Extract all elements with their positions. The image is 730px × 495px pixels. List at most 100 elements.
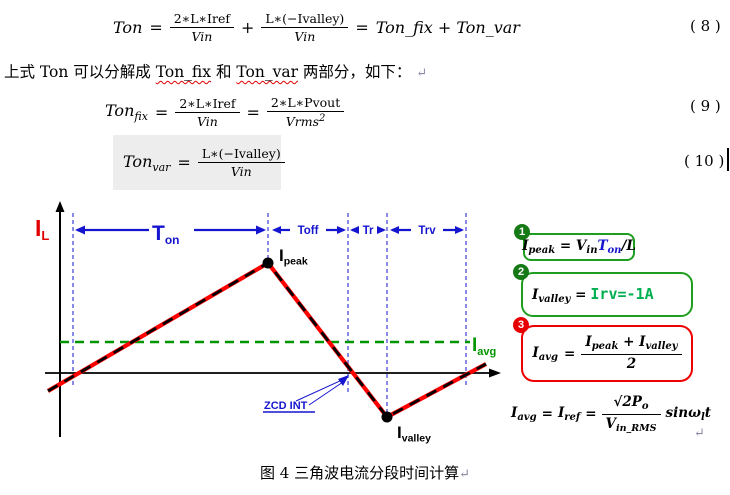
f4-equals-2: = (585, 406, 597, 423)
f2-equals: = (575, 286, 587, 303)
eq10-lhs-sub: var (152, 160, 171, 174)
iavg-formula: Iavg = Ipeak + Ivalley 2 (532, 334, 682, 372)
il-axis-label: IL (35, 215, 49, 243)
zcd-pointer-arrow-icon (338, 375, 349, 386)
eq9-frac2-num: 2∗L∗Pvout (266, 95, 345, 112)
il-sub: L (41, 228, 49, 243)
f1-vin-base: V (575, 238, 587, 254)
waveform-diagram: IL Ton Toff Tr Trv Ipeak Ivalley Iavg ZC… (35, 201, 501, 445)
waveform-dashed-overlay (47, 261, 487, 419)
f4-num-sub: o (641, 401, 649, 412)
f4-tail-base: sinω (665, 405, 701, 422)
f1-vin-sub: in (586, 245, 598, 256)
equation-9: Tonfix = 2∗L∗Iref Vin = 2∗L∗Pvout Vrms2 (105, 95, 345, 129)
eq8-equals-2: = (355, 18, 369, 37)
ipeak-label: Ipeak (279, 246, 308, 268)
ivalley-sub: valley (402, 433, 431, 445)
equation-9-number: ( 9 ) (690, 97, 721, 115)
paragraph-text-after: 两部分，如下： (297, 63, 412, 81)
ivalley-base: I (397, 423, 402, 442)
f2-lhs-sub: valley (538, 293, 571, 305)
figure-paragraph-mark-icon: ↵ (694, 426, 705, 441)
y-axis-arrow-icon (55, 201, 65, 212)
f4-lhs: Iavg (511, 405, 537, 423)
f3-numerator: Ipeak + Ivalley (581, 334, 682, 356)
f3-lhs-base: I (532, 344, 539, 361)
figure-caption-text: 图 4 三角波电流分段时间计算 (260, 464, 460, 482)
f3-plus: + (623, 334, 635, 351)
zcd-int-label: ZCD INT (264, 400, 308, 412)
term-ton-fix: Ton_fix (155, 63, 212, 81)
ivalley-label: Ivalley (397, 423, 431, 445)
equation-10: Tonvar = L∗(−Ivalley) Vin (123, 146, 285, 179)
eq8-frac2-num: L∗(−Ivalley) (261, 11, 349, 28)
eq10-lhs: Tonvar (123, 152, 170, 174)
f3-n1-base: I (585, 334, 592, 351)
eq8-fraction-1: 2∗L∗Iref Vin (169, 11, 234, 44)
f4-iref-base: I (557, 405, 565, 422)
eq10-fraction: L∗(−Ivalley) Vin (197, 146, 285, 179)
iavg-sub: avg (477, 346, 496, 358)
eq8-fraction-2: L∗(−Ivalley) Vin (261, 11, 349, 44)
f1-equals: = (559, 238, 572, 254)
f4-denominator: Vin_RMS (602, 415, 661, 434)
iavg-formula-box: Iavg = Ipeak + Ivalley 2 (521, 325, 693, 382)
ivalley-formula-box: Ivalley = Irv=-1A (521, 272, 693, 317)
f2-irv-value: Irv=-1A (590, 284, 654, 303)
ipeak-base: I (279, 246, 284, 265)
eq9-fraction-1: 2∗L∗Iref Vin (175, 96, 240, 129)
f3-n2-base: I (639, 334, 646, 351)
eq10-frac-den: Vin (230, 164, 252, 179)
f3-lhs: Iavg (532, 345, 558, 363)
f4-fraction: √2Po Vin_RMS (601, 394, 661, 434)
trv-label: Trv (418, 225, 436, 237)
peak-point (262, 257, 274, 269)
f1-tail: /L (621, 238, 636, 254)
f4-iref-sub: ref (564, 412, 581, 424)
equation-8-number: ( 8 ) (690, 17, 721, 35)
eq8-plus: + (240, 18, 255, 37)
paragraph-text-before: 上式 Ton 可以分解成 (4, 63, 156, 81)
eq8-frac1-num: 2∗L∗Iref (169, 11, 234, 28)
step-2-badge: 2 (513, 264, 529, 280)
eq9-equals: = (154, 102, 169, 122)
step-3-badge: 3 (513, 317, 529, 333)
f1-ton-base: T (597, 238, 608, 254)
f4-num-base: √2P (613, 394, 642, 410)
f4-iref: Iref (558, 405, 580, 423)
zcd-pointer-lines (295, 379, 344, 406)
f4-tail-sub: l (700, 412, 705, 424)
f1-ton-sub: on (607, 245, 622, 256)
eq9-lhs-base: Ton (105, 101, 135, 120)
eq9-fraction-2: 2∗L∗Pvout Vrms2 (266, 95, 345, 129)
f3-fraction: Ipeak + Ivalley 2 (581, 334, 682, 372)
f1-lhs-base: I (522, 238, 529, 254)
f4-lhs-base: I (511, 405, 518, 422)
toff-label: Toff (298, 225, 319, 237)
term-ton-var: Ton_var (236, 63, 298, 81)
eq10-frac-num: L∗(−Ivalley) (197, 146, 285, 163)
text-cursor[interactable] (727, 148, 729, 171)
equation-8: Ton = 2∗L∗Iref Vin + L∗(−Ivalley) Vin = … (113, 11, 520, 44)
tr-label: Tr (363, 225, 374, 237)
segment-arrow-heads (75, 225, 464, 235)
f4-equals: = (541, 406, 553, 423)
f3-equals: = (564, 345, 576, 362)
iavg-base: I (472, 335, 477, 356)
eq9-equals-2: = (246, 102, 260, 122)
eq10-lhs-base: Ton (123, 151, 153, 171)
equation-10-highlight: Tonvar = L∗(−Ivalley) Vin (113, 135, 285, 190)
iref-formula: Iavg = Iref = √2Po Vin_RMS sinωlt (511, 394, 711, 434)
x-axis-arrow-icon (489, 368, 501, 378)
f1-lhs-sub: peak (528, 245, 556, 256)
ivalley-formula: Ivalley = Irv=-1A (532, 285, 654, 305)
f4-tail: sinωlt (666, 405, 711, 423)
f2-lhs-base: I (532, 286, 539, 303)
f4-den-sub: in_RMS (616, 423, 657, 434)
f3-n1-sub: peak (591, 341, 619, 353)
iavg-label: Iavg (472, 335, 496, 358)
ipeak-sub: peak (284, 256, 308, 268)
paragraph-mark-icon: ↵ (416, 66, 428, 81)
eq9-frac1-den: Vin (196, 113, 218, 129)
eq8-equals: = (149, 18, 163, 37)
